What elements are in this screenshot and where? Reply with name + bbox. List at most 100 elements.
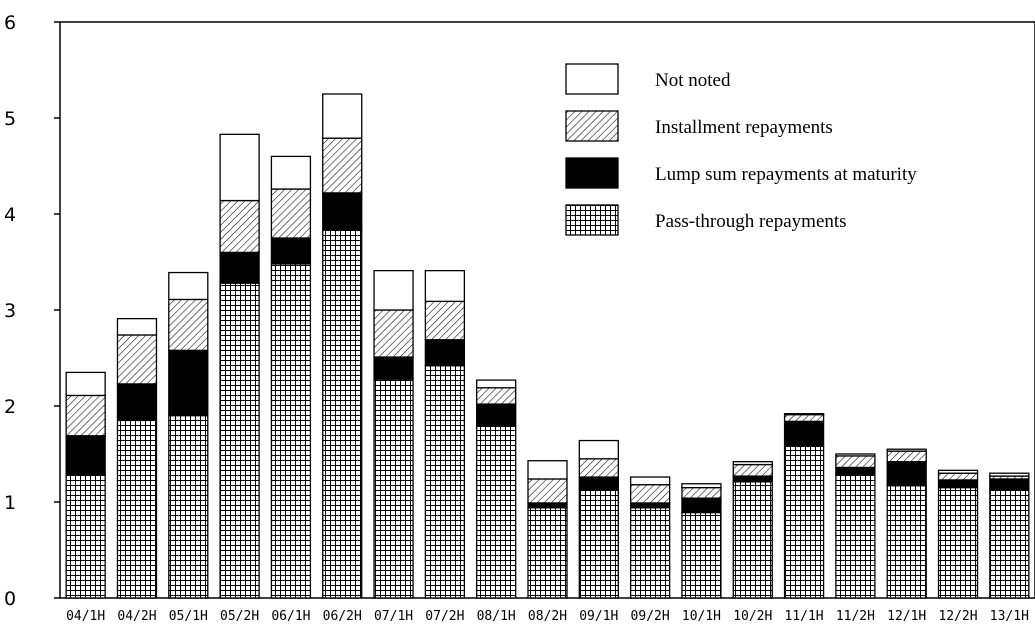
bar-segment — [578, 488, 619, 599]
x-tick-label: 05/2H — [220, 609, 259, 624]
legend-swatch — [565, 110, 619, 142]
bar-segment — [65, 394, 106, 437]
x-tick-label: 09/1H — [579, 609, 618, 624]
bar-segment — [886, 448, 927, 452]
bar-segment — [989, 488, 1030, 599]
bar-segment — [219, 282, 260, 599]
y-tick-label: 4 — [4, 204, 16, 226]
bar-segment — [219, 133, 260, 202]
bar-segment — [527, 502, 568, 509]
legend-label: Pass-through repayments — [655, 211, 847, 232]
bar-segment — [783, 420, 825, 447]
bar-segment — [270, 188, 312, 239]
x-tick-label: 04/2H — [117, 609, 156, 624]
x-tick-label: 06/2H — [323, 609, 362, 624]
bar-segment — [783, 413, 825, 423]
bar-segment — [270, 237, 312, 265]
bar-segment — [168, 349, 209, 417]
bar-segment — [219, 199, 260, 254]
bar-segment — [116, 334, 158, 385]
y-tick-label: 3 — [4, 300, 16, 322]
x-tick-label: 11/1H — [785, 609, 824, 624]
bar-segment — [527, 507, 568, 599]
bar-segment — [835, 473, 876, 599]
legend-label: Installment repayments — [655, 117, 833, 138]
bar-segment — [629, 476, 671, 486]
bar-segment — [168, 298, 209, 351]
bar-segment — [578, 458, 619, 478]
bar-segment — [65, 435, 106, 476]
bar-segment — [322, 229, 363, 599]
bar-segment — [116, 383, 158, 422]
x-tick-label: 08/1H — [477, 609, 516, 624]
x-tick-label: 07/2H — [425, 609, 464, 624]
bar-segment — [681, 483, 722, 489]
x-tick-label: 05/1H — [169, 609, 208, 624]
x-tick-label: 12/2H — [938, 609, 977, 624]
bar-segment — [835, 466, 876, 475]
bar-segment — [322, 137, 363, 194]
bar-segment — [270, 263, 312, 599]
bar-segment — [732, 481, 773, 599]
bar-segment — [937, 486, 979, 599]
bar-segment — [886, 485, 927, 599]
bar-segment — [270, 155, 312, 190]
y-tick-label: 6 — [4, 12, 16, 34]
bars-group — [65, 93, 1030, 599]
bar-segment — [989, 478, 1030, 491]
bar-segment — [476, 403, 517, 427]
bar-segment — [116, 419, 158, 599]
legend-swatch — [565, 157, 619, 189]
bar-segment — [168, 271, 209, 301]
bar-segment — [476, 379, 517, 389]
bar-segment — [322, 93, 363, 139]
bar-segment — [732, 461, 773, 466]
x-tick-label: 12/1H — [887, 609, 926, 624]
bar-segment — [681, 486, 722, 499]
x-tick-label: 07/1H — [374, 609, 413, 624]
legend-label: Lump sum repayments at maturity — [655, 164, 917, 185]
y-axis: 0 1 2 3 4 5 6 — [4, 12, 60, 610]
bar-segment — [65, 474, 106, 599]
bar-segment — [578, 476, 619, 491]
x-tick-label: 10/1H — [682, 609, 721, 624]
x-tick-label: 09/2H — [631, 609, 670, 624]
bar-segment — [373, 356, 414, 380]
bar-segment — [835, 453, 876, 457]
bar-segment — [116, 317, 158, 336]
bar-segment — [578, 439, 619, 460]
bar-segment — [937, 469, 979, 474]
bar-segment — [783, 413, 825, 416]
x-tick-label: 11/2H — [836, 609, 875, 624]
x-tick-label: 08/2H — [528, 609, 567, 624]
bar-segment — [886, 461, 927, 487]
bar-segment — [476, 425, 517, 599]
bar-segment — [373, 378, 414, 599]
bar-segment — [937, 472, 979, 481]
bar-segment — [937, 479, 979, 489]
bar-segment — [424, 365, 466, 599]
bar-segment — [322, 192, 363, 231]
bar-segment — [629, 484, 671, 504]
bar-segment — [732, 475, 773, 483]
legend-swatch — [565, 63, 619, 95]
x-tick-label: 04/1H — [66, 609, 105, 624]
legend-label: Not noted — [655, 70, 731, 91]
bar-segment — [681, 511, 722, 599]
bar-segment — [527, 460, 568, 480]
bar-segment — [168, 414, 209, 599]
bar-segment — [219, 251, 260, 284]
legend: Not noted Installment repayments Lump sum … — [565, 63, 917, 236]
bar-segment — [373, 269, 414, 311]
legend-swatch — [565, 204, 619, 236]
bar-segment — [424, 269, 466, 303]
x-axis: 04/1H 04/2H 05/1H 05/2H 06/1H 06/2H 07/1H 07/2H… — [66, 609, 1029, 624]
bar-segment — [527, 478, 568, 504]
bar-segment — [732, 463, 773, 477]
bar-segment — [681, 497, 722, 514]
y-tick-label: 1 — [4, 492, 16, 514]
bar-segment — [476, 387, 517, 405]
bar-segment — [886, 450, 927, 463]
y-tick-label: 2 — [4, 396, 16, 418]
